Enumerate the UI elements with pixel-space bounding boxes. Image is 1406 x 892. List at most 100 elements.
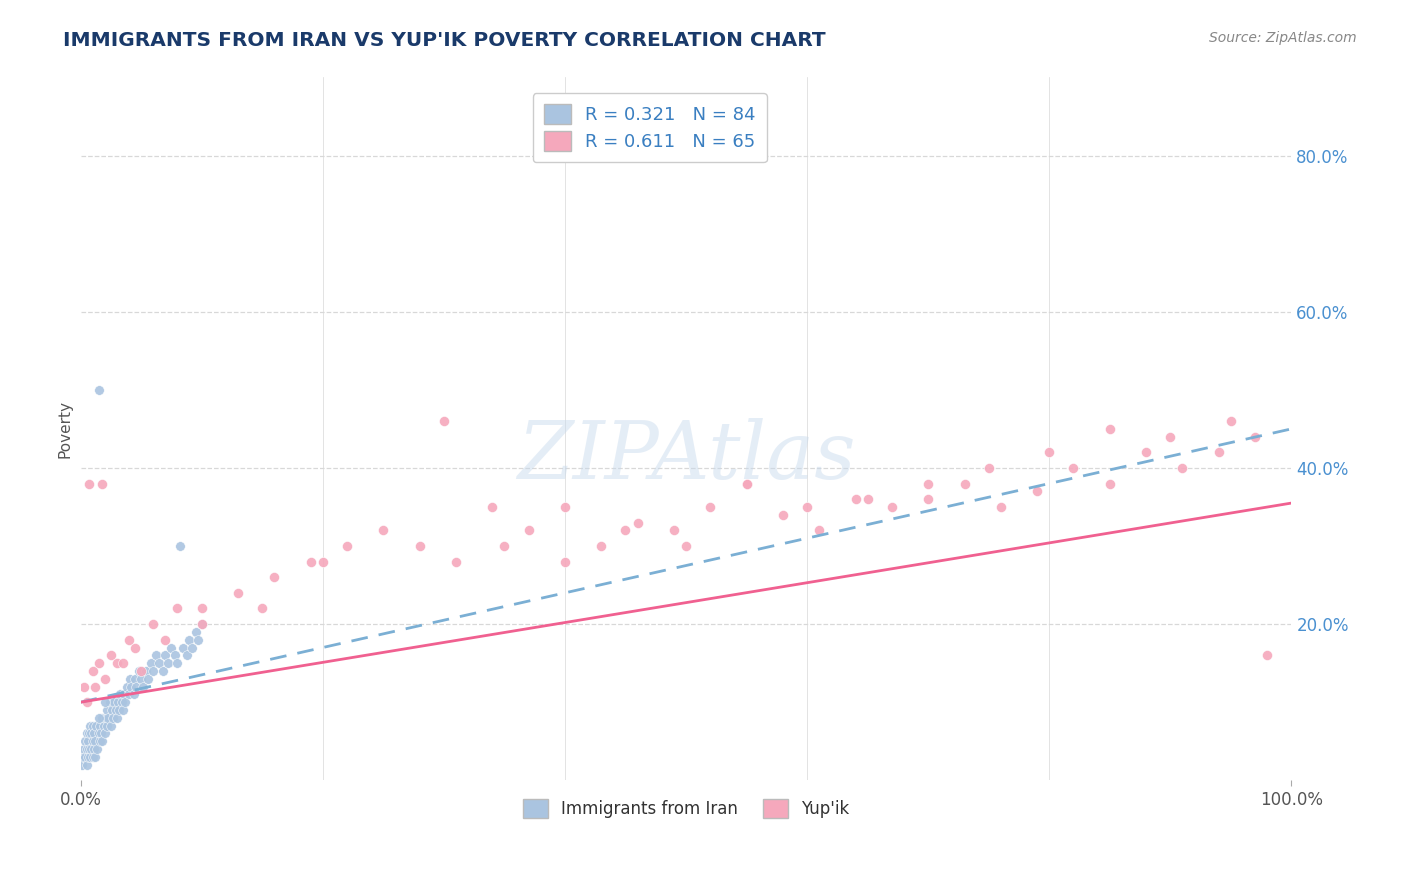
Point xyxy=(433,414,456,428)
Point xyxy=(917,476,939,491)
Point xyxy=(128,664,150,678)
Point xyxy=(1063,461,1085,475)
Point xyxy=(139,656,162,670)
Point xyxy=(100,718,122,732)
Point xyxy=(152,664,174,678)
Point xyxy=(100,648,122,663)
Point xyxy=(481,500,503,514)
Point xyxy=(108,703,131,717)
Point xyxy=(772,508,794,522)
Point xyxy=(90,726,112,740)
Text: IMMIGRANTS FROM IRAN VS YUP'IK POVERTY CORRELATION CHART: IMMIGRANTS FROM IRAN VS YUP'IK POVERTY C… xyxy=(63,31,825,50)
Point xyxy=(179,632,201,647)
Point xyxy=(142,617,165,632)
Point xyxy=(82,734,104,748)
Point xyxy=(87,711,110,725)
Point xyxy=(148,656,170,670)
Point xyxy=(91,711,114,725)
Point xyxy=(76,734,98,748)
Point xyxy=(93,726,115,740)
Point xyxy=(614,524,637,538)
Point xyxy=(84,680,107,694)
Point xyxy=(166,601,188,615)
Point xyxy=(93,695,115,709)
Point xyxy=(169,539,191,553)
Point xyxy=(136,672,159,686)
Point xyxy=(82,718,104,732)
Point xyxy=(1208,445,1230,459)
Point xyxy=(93,718,115,732)
Point xyxy=(84,718,107,732)
Point xyxy=(76,726,98,740)
Point xyxy=(135,664,157,678)
Point xyxy=(93,672,115,686)
Point xyxy=(250,601,273,615)
Point xyxy=(82,750,104,764)
Point xyxy=(1171,461,1194,475)
Point xyxy=(132,680,155,694)
Point xyxy=(89,718,111,732)
Point xyxy=(76,742,98,756)
Point xyxy=(263,570,285,584)
Point xyxy=(808,524,831,538)
Point xyxy=(111,695,134,709)
Point xyxy=(517,524,540,538)
Point xyxy=(111,656,134,670)
Point xyxy=(115,680,138,694)
Point xyxy=(187,632,209,647)
Point xyxy=(105,656,128,670)
Point xyxy=(226,586,249,600)
Point xyxy=(662,524,685,538)
Point xyxy=(124,640,146,655)
Point xyxy=(77,742,100,756)
Point xyxy=(96,703,118,717)
Point xyxy=(76,695,98,709)
Point xyxy=(96,718,118,732)
Point xyxy=(94,711,117,725)
Point xyxy=(83,726,105,740)
Point xyxy=(77,726,100,740)
Point xyxy=(373,524,395,538)
Point xyxy=(82,664,104,678)
Point xyxy=(1098,422,1121,436)
Point xyxy=(1026,484,1049,499)
Point xyxy=(1244,430,1267,444)
Point xyxy=(120,672,142,686)
Point xyxy=(336,539,359,553)
Point xyxy=(84,750,107,764)
Point xyxy=(118,632,141,647)
Point xyxy=(494,539,516,553)
Point xyxy=(91,476,114,491)
Legend: Immigrants from Iran, Yup'ik: Immigrants from Iran, Yup'ik xyxy=(516,793,856,825)
Point xyxy=(190,617,212,632)
Point xyxy=(953,476,976,491)
Point xyxy=(103,711,125,725)
Point xyxy=(145,648,167,663)
Point xyxy=(1135,445,1157,459)
Point xyxy=(124,672,146,686)
Point xyxy=(80,726,103,740)
Point xyxy=(626,516,648,530)
Point xyxy=(79,718,101,732)
Point xyxy=(917,492,939,507)
Point xyxy=(856,492,879,507)
Point xyxy=(735,476,758,491)
Point xyxy=(110,687,132,701)
Point xyxy=(156,656,179,670)
Point xyxy=(103,695,125,709)
Y-axis label: Poverty: Poverty xyxy=(58,400,72,458)
Point xyxy=(118,687,141,701)
Point xyxy=(101,703,124,717)
Point xyxy=(190,617,212,632)
Point xyxy=(105,711,128,725)
Point xyxy=(72,750,94,764)
Point xyxy=(89,734,111,748)
Point xyxy=(104,703,127,717)
Point xyxy=(990,500,1012,514)
Point xyxy=(155,632,177,647)
Point xyxy=(1256,648,1278,663)
Point xyxy=(190,601,212,615)
Point xyxy=(111,703,134,717)
Point xyxy=(120,680,142,694)
Point xyxy=(122,687,145,701)
